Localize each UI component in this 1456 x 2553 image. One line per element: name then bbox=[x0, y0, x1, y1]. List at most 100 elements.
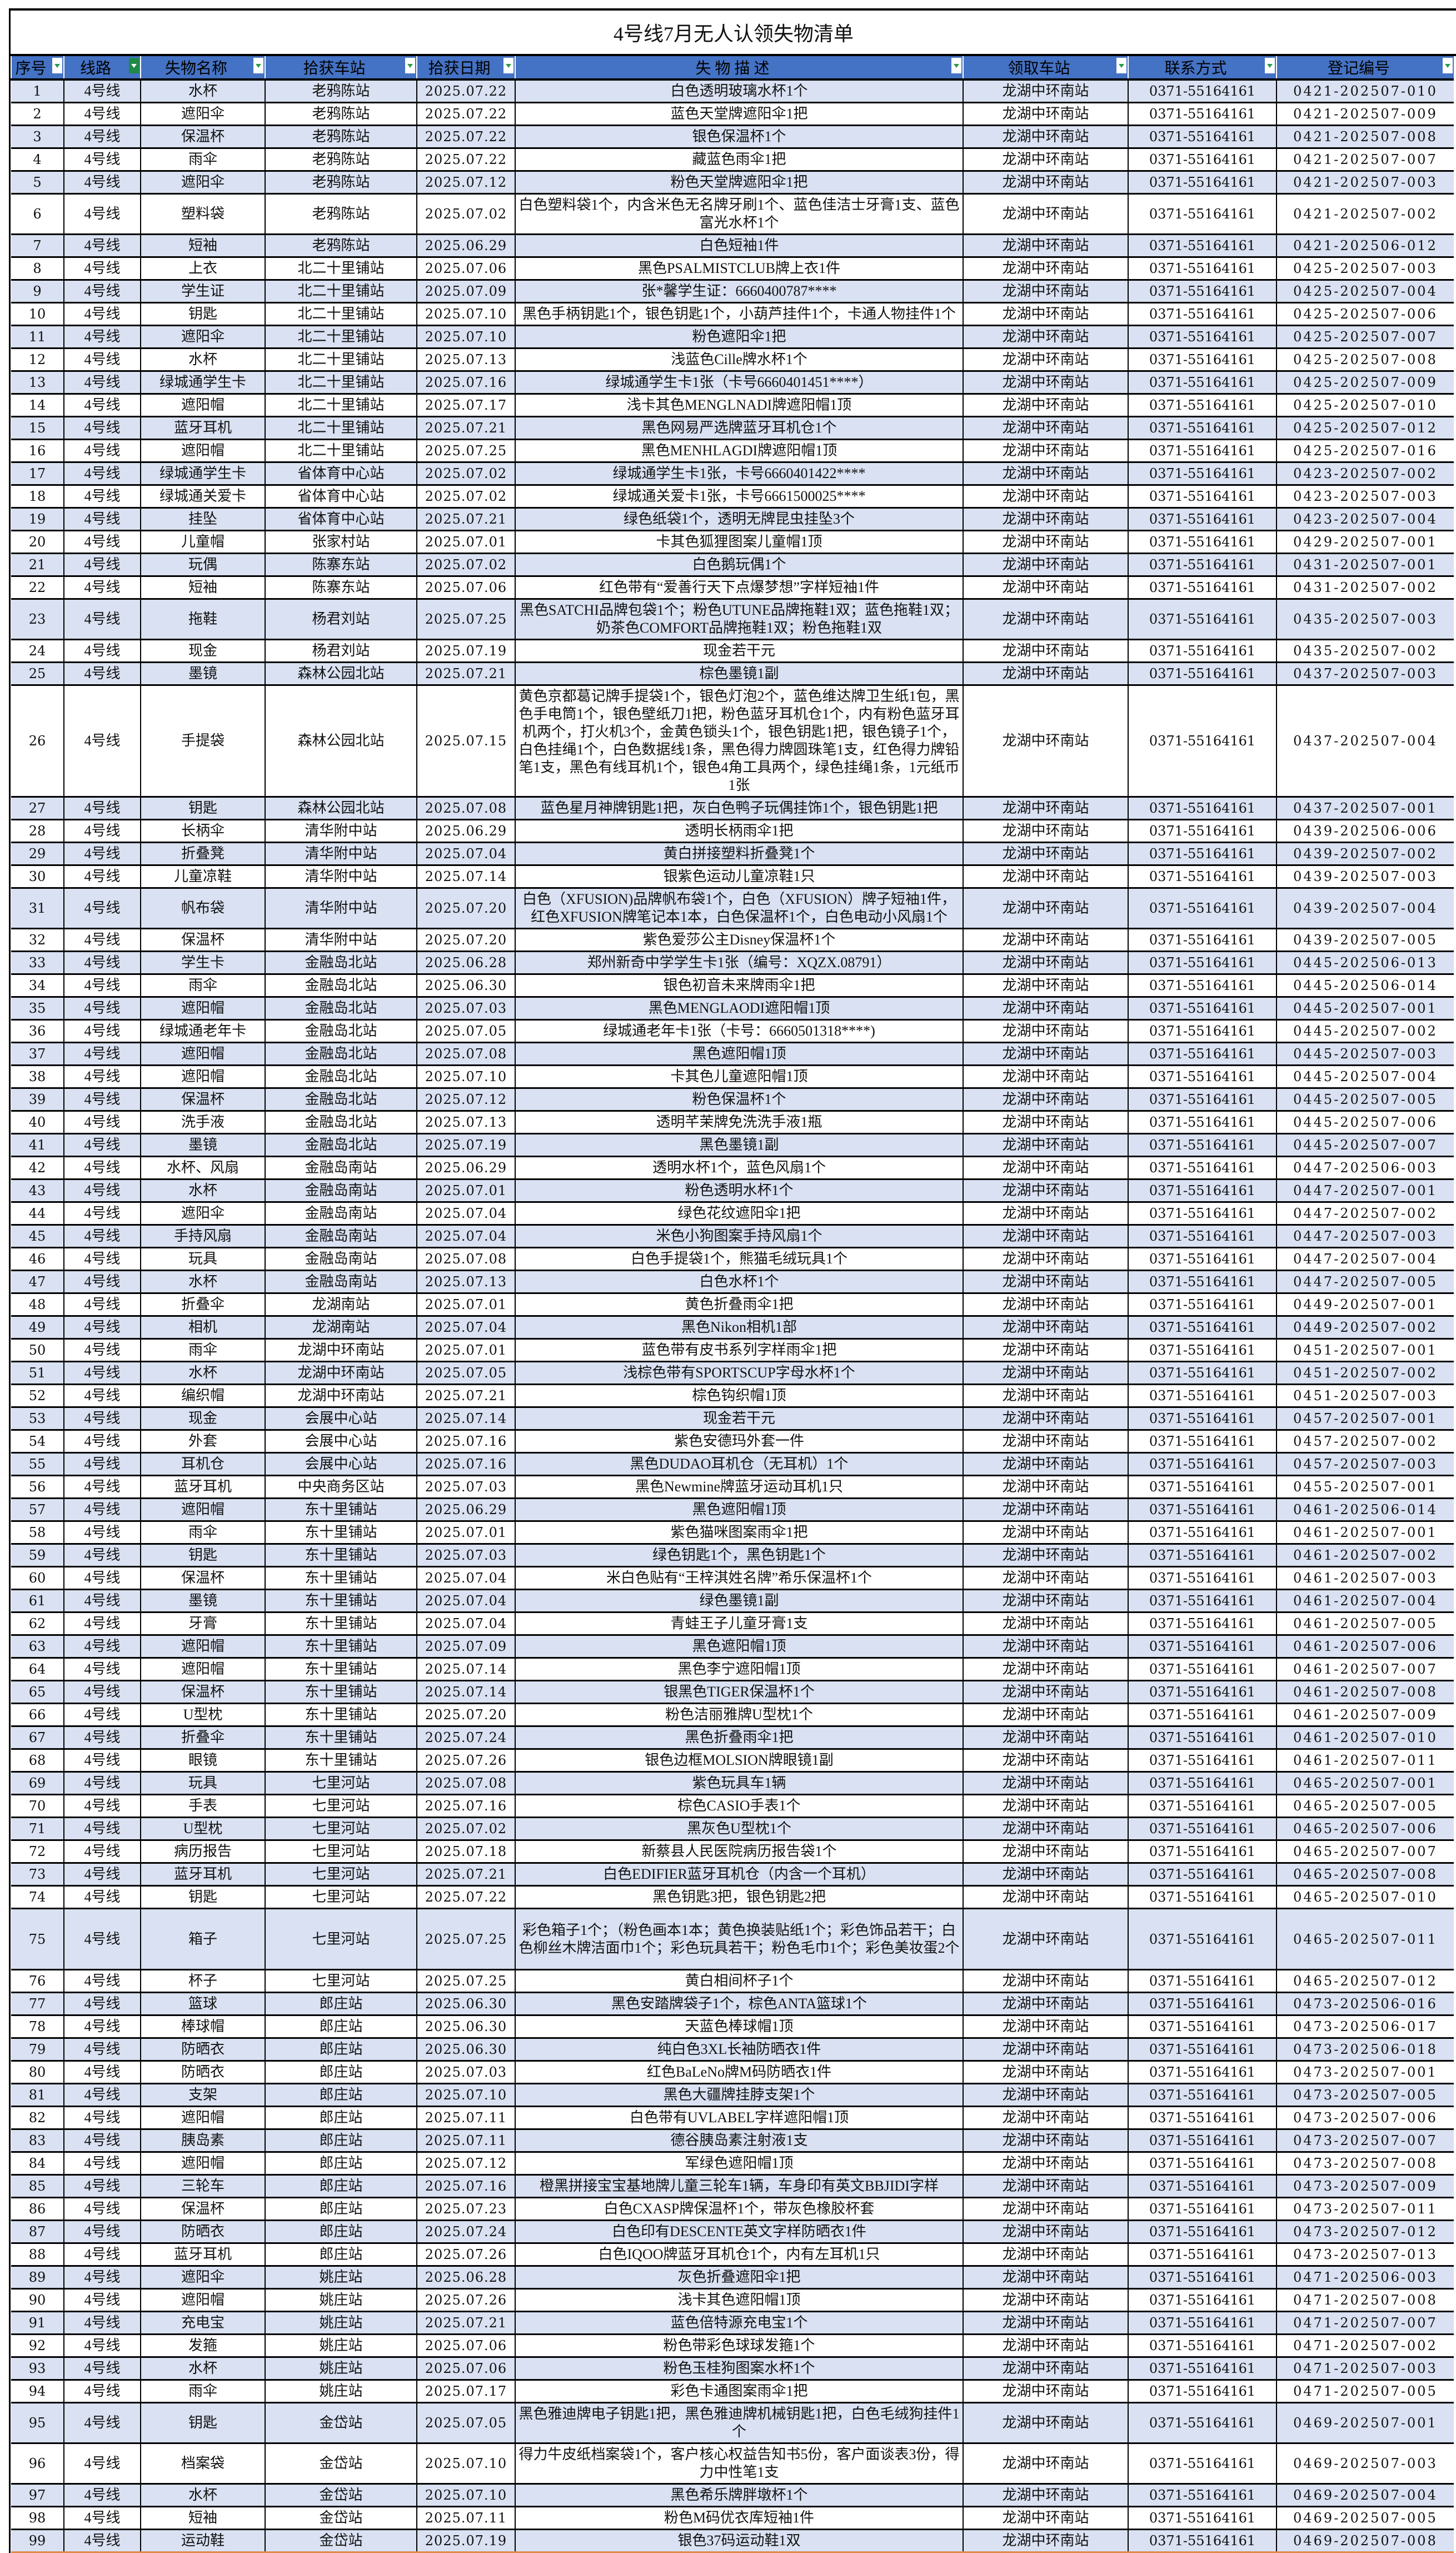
line-cell[interactable]: 4号线 bbox=[63, 2038, 141, 2062]
line-cell[interactable]: 4号线 bbox=[63, 348, 141, 372]
row-number[interactable]: 25 bbox=[11, 662, 64, 686]
item-name-cell[interactable]: 玩具 bbox=[140, 1247, 265, 1271]
row-number[interactable]: 99 bbox=[11, 2529, 64, 2553]
registration-no-cell[interactable]: 0473-202507-011 bbox=[1276, 2197, 1454, 2221]
found-station-cell[interactable]: 郎庄站 bbox=[265, 1992, 417, 2016]
contact-cell[interactable]: 0371-55164161 bbox=[1128, 125, 1277, 149]
found-date-cell[interactable]: 2025.07.01 bbox=[416, 1293, 515, 1317]
found-date-cell[interactable]: 2025.07.21 bbox=[416, 1863, 515, 1887]
found-station-cell[interactable]: 郎庄站 bbox=[265, 2174, 417, 2198]
found-date-cell[interactable]: 2025.07.16 bbox=[416, 1430, 515, 1454]
found-date-cell[interactable]: 2025.07.03 bbox=[416, 1544, 515, 1567]
line-cell[interactable]: 4号线 bbox=[63, 639, 141, 663]
found-date-cell[interactable]: 2025.07.08 bbox=[416, 1247, 515, 1271]
pickup-station-cell[interactable]: 龙湖中环南站 bbox=[963, 997, 1128, 1021]
line-cell[interactable]: 4号线 bbox=[63, 193, 141, 235]
item-name-cell[interactable]: 长柄伞 bbox=[140, 819, 265, 843]
item-name-cell[interactable]: 遮阳伞 bbox=[140, 325, 265, 349]
description-cell[interactable]: 红色带有“爱善行天下点爆梦想”字样短袖1件 bbox=[515, 576, 963, 600]
item-name-cell[interactable]: 遮阳帽 bbox=[140, 1658, 265, 1681]
item-name-cell[interactable]: 玩具 bbox=[140, 1771, 265, 1795]
item-name-cell[interactable]: 外套 bbox=[140, 1430, 265, 1454]
item-name-cell[interactable]: 墨镜 bbox=[140, 1133, 265, 1157]
pickup-station-cell[interactable]: 龙湖中环南站 bbox=[963, 1316, 1128, 1340]
line-cell[interactable]: 4号线 bbox=[63, 2197, 141, 2221]
filter-dropdown-icon[interactable] bbox=[1265, 58, 1275, 73]
line-cell[interactable]: 4号线 bbox=[63, 1749, 141, 1773]
item-name-cell[interactable]: 蓝牙耳机 bbox=[140, 1863, 265, 1887]
description-cell[interactable]: 透明芊茉牌免洗洗手液1瓶 bbox=[515, 1111, 963, 1134]
item-name-cell[interactable]: 棒球帽 bbox=[140, 2015, 265, 2039]
found-date-cell[interactable]: 2025.07.16 bbox=[416, 371, 515, 395]
registration-no-cell[interactable]: 0421-202506-012 bbox=[1276, 234, 1454, 258]
row-number[interactable]: 59 bbox=[11, 1544, 64, 1567]
line-cell[interactable]: 4号线 bbox=[63, 171, 141, 195]
found-station-cell[interactable]: 中央商务区站 bbox=[265, 1475, 417, 1499]
registration-no-cell[interactable]: 0437-202507-004 bbox=[1276, 685, 1454, 798]
pickup-station-cell[interactable]: 龙湖中环南站 bbox=[963, 1992, 1128, 2016]
row-number[interactable]: 58 bbox=[11, 1521, 64, 1545]
contact-cell[interactable]: 0371-55164161 bbox=[1128, 1680, 1277, 1704]
description-cell[interactable]: 黑色DUDAO耳机仓（无耳机）1个 bbox=[515, 1452, 963, 1476]
description-cell[interactable]: 浅蓝色Cille牌水杯1个 bbox=[515, 348, 963, 372]
contact-cell[interactable]: 0371-55164161 bbox=[1128, 1863, 1277, 1887]
found-date-cell[interactable]: 2025.07.06 bbox=[416, 2357, 515, 2381]
row-number[interactable]: 31 bbox=[11, 888, 64, 929]
filter-dropdown-icon[interactable] bbox=[52, 58, 62, 73]
found-date-cell[interactable]: 2025.06.30 bbox=[416, 2038, 515, 2062]
item-name-cell[interactable]: 墨镜 bbox=[140, 1589, 265, 1613]
registration-no-cell[interactable]: 0473-202506-017 bbox=[1276, 2015, 1454, 2039]
row-number[interactable]: 15 bbox=[11, 416, 64, 440]
registration-no-cell[interactable]: 0469-202507-003 bbox=[1276, 2443, 1454, 2485]
registration-no-cell[interactable]: 0465-202507-011 bbox=[1276, 1908, 1454, 1970]
found-station-cell[interactable]: 七里河站 bbox=[265, 1885, 417, 1909]
pickup-station-cell[interactable]: 龙湖中环南站 bbox=[963, 1475, 1128, 1499]
item-name-cell[interactable]: 遮阳帽 bbox=[140, 997, 265, 1021]
contact-cell[interactable]: 0371-55164161 bbox=[1128, 842, 1277, 866]
pickup-station-cell[interactable]: 龙湖中环南站 bbox=[963, 1794, 1128, 1818]
description-cell[interactable]: 粉色带彩色球球发箍1个 bbox=[515, 2334, 963, 2358]
line-cell[interactable]: 4号线 bbox=[63, 485, 141, 509]
found-station-cell[interactable]: 龙湖南站 bbox=[265, 1293, 417, 1317]
contact-cell[interactable]: 0371-55164161 bbox=[1128, 302, 1277, 326]
pickup-station-cell[interactable]: 龙湖中环南站 bbox=[963, 865, 1128, 889]
pickup-station-cell[interactable]: 龙湖中环南站 bbox=[963, 1771, 1128, 1795]
registration-no-cell[interactable]: 0461-202507-008 bbox=[1276, 1680, 1454, 1704]
filter-active-icon[interactable] bbox=[129, 58, 139, 73]
found-station-cell[interactable]: 北二十里铺站 bbox=[265, 257, 417, 281]
found-date-cell[interactable]: 2025.07.24 bbox=[416, 2220, 515, 2244]
found-station-cell[interactable]: 郎庄站 bbox=[265, 2106, 417, 2130]
pickup-station-cell[interactable]: 龙湖中环南站 bbox=[963, 148, 1128, 172]
registration-no-cell[interactable]: 0461-202507-009 bbox=[1276, 1703, 1454, 1727]
item-name-cell[interactable]: 编织帽 bbox=[140, 1384, 265, 1408]
item-name-cell[interactable]: 绿城通老年卡 bbox=[140, 1019, 265, 1043]
found-date-cell[interactable]: 2025.06.30 bbox=[416, 1992, 515, 2016]
row-number[interactable]: 98 bbox=[11, 2506, 64, 2530]
found-station-cell[interactable]: 姚庄站 bbox=[265, 2266, 417, 2290]
found-station-cell[interactable]: 金岱站 bbox=[265, 2529, 417, 2553]
found-date-cell[interactable]: 2025.07.11 bbox=[416, 2129, 515, 2153]
found-station-cell[interactable]: 七里河站 bbox=[265, 1840, 417, 1864]
found-station-cell[interactable]: 北二十里铺站 bbox=[265, 394, 417, 417]
found-station-cell[interactable]: 北二十里铺站 bbox=[265, 348, 417, 372]
contact-cell[interactable]: 0371-55164161 bbox=[1128, 2334, 1277, 2358]
found-date-cell[interactable]: 2025.07.20 bbox=[416, 1703, 515, 1727]
pickup-station-cell[interactable]: 龙湖中环南站 bbox=[963, 2061, 1128, 2084]
contact-cell[interactable]: 0371-55164161 bbox=[1128, 2443, 1277, 2485]
row-number[interactable]: 78 bbox=[11, 2015, 64, 2039]
row-number[interactable]: 11 bbox=[11, 325, 64, 349]
row-number[interactable]: 44 bbox=[11, 1202, 64, 1226]
registration-no-cell[interactable]: 0461-202507-005 bbox=[1276, 1612, 1454, 1636]
contact-cell[interactable]: 0371-55164161 bbox=[1128, 102, 1277, 126]
registration-no-cell[interactable]: 0445-202507-007 bbox=[1276, 1133, 1454, 1157]
found-station-cell[interactable]: 省体育中心站 bbox=[265, 507, 417, 531]
line-cell[interactable]: 4号线 bbox=[63, 1612, 141, 1636]
contact-cell[interactable]: 0371-55164161 bbox=[1128, 1452, 1277, 1476]
description-cell[interactable]: 白色塑料袋1个，内含米色无名牌牙刷1个、蓝色佳洁士牙膏1支、蓝色富光水杯1个 bbox=[515, 193, 963, 235]
registration-no-cell[interactable]: 0465-202507-007 bbox=[1276, 1840, 1454, 1864]
description-cell[interactable]: 德谷胰岛素注射液1支 bbox=[515, 2129, 963, 2153]
found-date-cell[interactable]: 2025.07.01 bbox=[416, 530, 515, 554]
description-cell[interactable]: 藏蓝色雨伞1把 bbox=[515, 148, 963, 172]
registration-no-cell[interactable]: 0465-202507-006 bbox=[1276, 1817, 1454, 1841]
item-name-cell[interactable]: 遮阳伞 bbox=[140, 171, 265, 195]
